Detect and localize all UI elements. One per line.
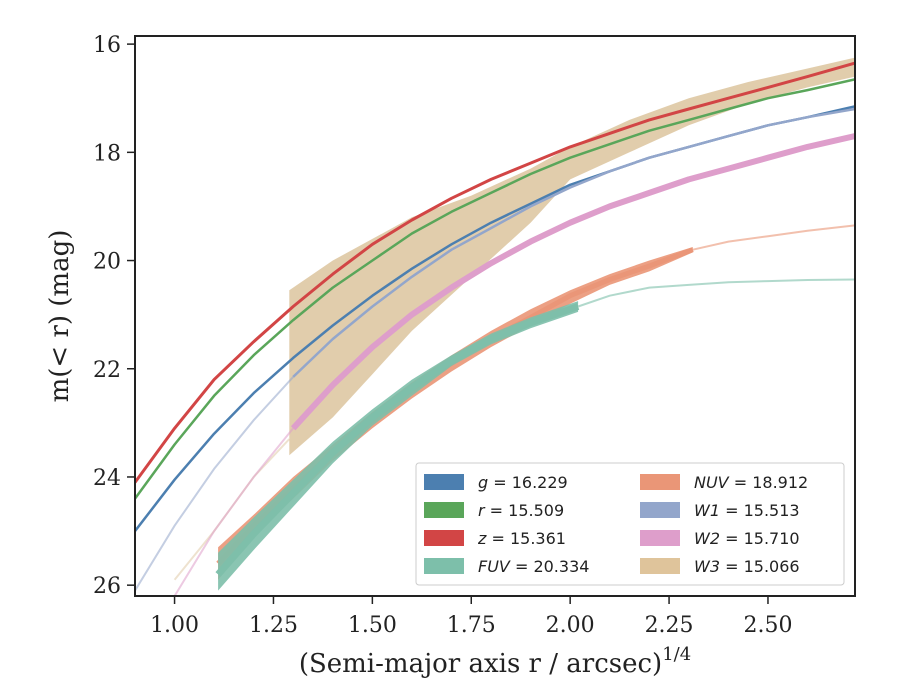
y-axis-title: m(< r) (mag) [45,230,75,403]
series-r-line [135,78,855,500]
x-tick-label: 2.50 [743,613,792,638]
legend-label-w3: W3 = 15.066 [694,557,800,576]
series-w1 [135,107,855,592]
legend-label-w1: W1 = 15.513 [694,501,800,520]
y-tick-label: 26 [93,574,121,599]
legend-swatch-fuv [424,558,464,574]
legend-swatch-w2 [640,530,680,546]
legend-swatch-w3 [640,558,680,574]
y-tick-label: 20 [93,250,121,275]
series-z [135,61,855,484]
y-tick-label: 18 [93,141,121,166]
series-w3-band [289,57,855,456]
legend-swatch-r [424,502,464,518]
series-w2-faint-line [173,427,294,596]
series-w2-line [290,133,855,431]
series-r [135,78,855,500]
x-tick-label: 1.25 [249,613,298,638]
legend-swatch-z [424,530,464,546]
plot-frame [134,35,856,597]
x-axis-ticks: 1.00 1.25 1.50 1.75 2.00 2.25 2.50 [150,596,792,638]
x-tick-label: 2.00 [546,613,595,638]
legend-label-nuv: NUV = 18.912 [694,473,808,492]
y-axis-ticks: 16 18 20 22 24 26 [93,33,135,599]
legend-label-w2: W2 = 15.710 [694,529,800,548]
y-tick-label: 16 [93,33,121,58]
legend-frame [415,462,845,586]
series-w1-line [292,107,855,378]
series-fuv [215,278,855,591]
series-w1-faint-line [135,376,294,592]
x-axis-title: (Semi-major axis r / arcsec)1/4 [299,644,691,679]
legend-label-fuv: FUV = 20.334 [478,557,589,576]
series-nuv-faint-line [692,224,855,251]
series-fuv-line [215,303,580,577]
series-w2 [173,133,855,596]
legend: g = 16.229 NUV = 18.912 r = 15.509 W1 = 15.… [415,462,845,586]
legend-label-z: z = 15.361 [477,529,566,548]
x-tick-label: 1.50 [348,613,397,638]
y-tick-label: 22 [93,358,121,383]
series-z-line [135,61,855,484]
legend-swatch-g [424,474,464,490]
legend-label-r: r = 15.509 [478,501,564,520]
series-fuv-faint-line [577,278,855,308]
y-tick-label: 24 [93,466,121,491]
x-tick-label: 1.00 [150,613,199,638]
series-layer [135,57,855,596]
x-tick-label: 1.75 [447,613,496,638]
legend-label-g: g = 16.229 [478,473,568,492]
legend-swatch-w1 [640,502,680,518]
x-tick-label: 2.25 [645,613,694,638]
legend-swatch-nuv [640,474,680,490]
